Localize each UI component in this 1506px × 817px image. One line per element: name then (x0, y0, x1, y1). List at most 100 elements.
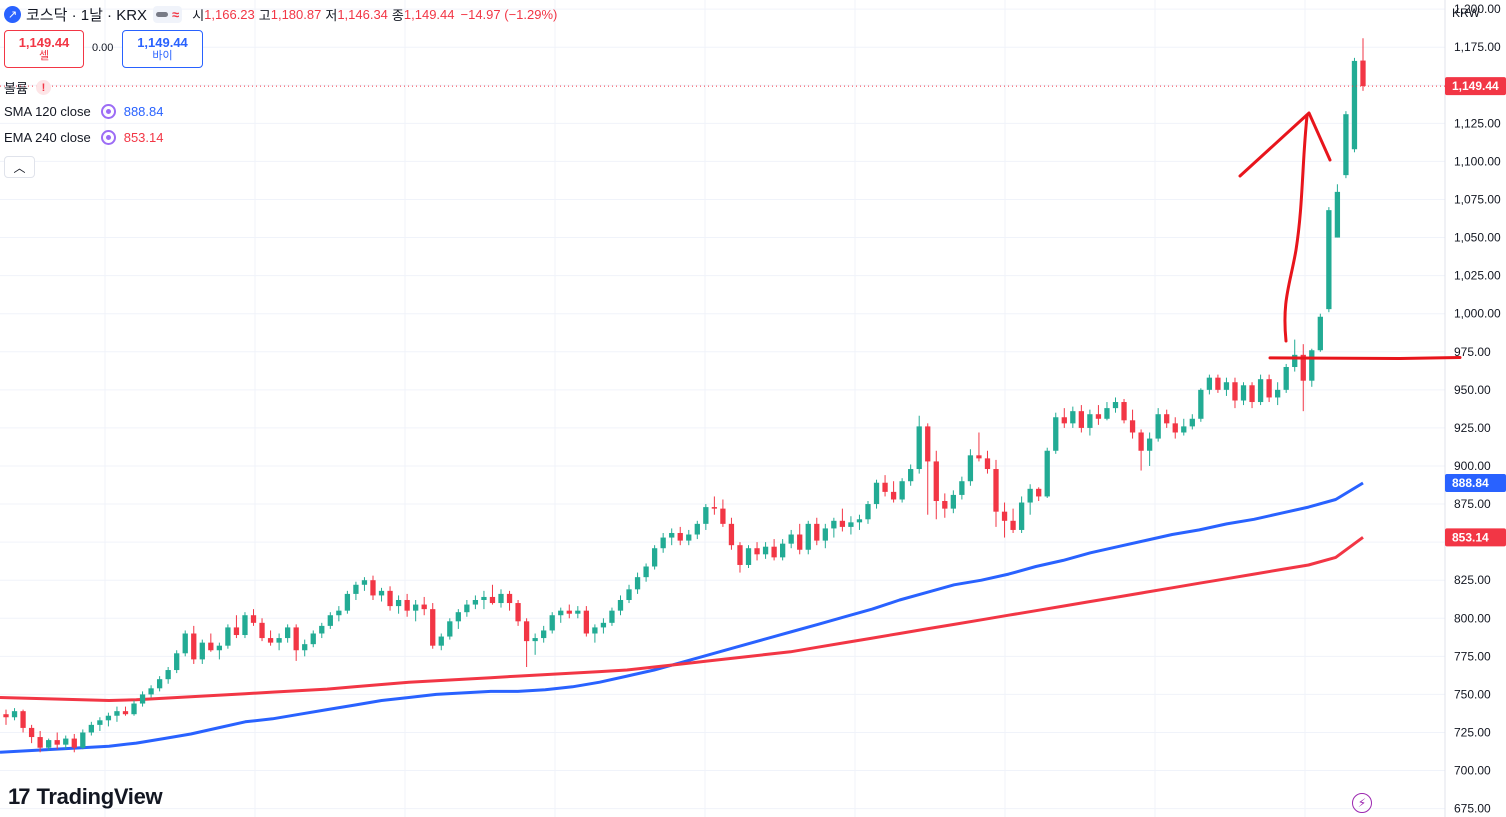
candle (942, 501, 948, 509)
candle (105, 715, 112, 721)
candle (395, 599, 402, 607)
y-tick-label: 875.00 (1454, 497, 1491, 511)
candle (1053, 417, 1059, 451)
y-tick-label: 900.00 (1454, 459, 1491, 473)
sell-price: 1,149.44 (18, 35, 70, 50)
candle (984, 458, 991, 470)
candle (643, 566, 649, 578)
candle (1129, 420, 1136, 433)
candle (1326, 210, 1332, 310)
y-tick-label: 700.00 (1454, 764, 1491, 778)
y-tick-label: 775.00 (1454, 649, 1491, 663)
spread-value: 0.00 (92, 42, 114, 54)
candle (660, 537, 666, 549)
candle (1266, 379, 1272, 398)
candle (199, 642, 205, 660)
warning-icon[interactable]: ! (35, 80, 51, 95)
candle (566, 610, 572, 614)
y-tick-label: 950.00 (1454, 383, 1491, 397)
change-value: −14.97 (−1.29%) (460, 6, 558, 22)
tradingview-logo[interactable]: 17 TradingView (8, 784, 163, 810)
candle (1121, 402, 1127, 421)
symbol-title[interactable]: 코스닥 · 1날 · KRX (26, 6, 148, 24)
candle (1095, 414, 1102, 419)
ema-indicator-row[interactable]: EMA 240 close 853.14 (4, 130, 163, 145)
candle (677, 532, 683, 541)
candle (438, 636, 444, 646)
buy-price: 1,149.44 (137, 35, 188, 50)
candle (993, 469, 999, 512)
candle (319, 625, 325, 634)
candle (276, 638, 282, 643)
candle (464, 604, 470, 613)
candle (703, 507, 709, 524)
candle (754, 548, 760, 555)
candle (1112, 402, 1119, 409)
candle (250, 615, 257, 623)
ema-line (0, 536, 1364, 702)
candle (1257, 379, 1264, 403)
sma-price-label: 888.84 (1452, 476, 1489, 490)
y-tick-label: 1,000.00 (1454, 307, 1501, 321)
candle (976, 455, 982, 459)
lightning-icon[interactable]: ⚡ (1352, 793, 1372, 813)
candle (353, 584, 359, 594)
candle (174, 653, 180, 671)
y-tick-label: 1,125.00 (1454, 116, 1501, 130)
candle (1001, 511, 1008, 521)
candle (1044, 450, 1050, 497)
candle (1360, 60, 1366, 87)
candle (413, 604, 419, 611)
low-value: 1,146.34 (337, 6, 388, 22)
candle (558, 610, 564, 616)
candle (814, 523, 820, 541)
collapse-indicators-button[interactable]: ︿ (4, 156, 35, 178)
sell-button[interactable]: 1,149.44 셀 (4, 30, 84, 68)
buy-button[interactable]: 1,149.44 바이 (122, 30, 203, 68)
candle (1070, 411, 1076, 424)
candle (609, 610, 615, 623)
candle (711, 507, 718, 509)
candle (1309, 350, 1315, 381)
candle (762, 546, 769, 555)
refresh-icon[interactable] (100, 104, 116, 119)
candle (302, 644, 308, 651)
candle (831, 520, 837, 529)
candle (865, 504, 871, 520)
refresh-icon[interactable] (100, 130, 116, 145)
y-tick-label: 725.00 (1454, 725, 1491, 739)
candle (1300, 354, 1306, 381)
sma-price-label-bg (1445, 473, 1506, 492)
candle (327, 615, 333, 626)
market-status-pill[interactable]: ≈ (153, 5, 183, 23)
support-line-annotation (1268, 355, 1462, 360)
candle (165, 670, 171, 680)
candle (336, 610, 342, 616)
candle (20, 711, 26, 728)
y-tick-label: 1,025.00 (1454, 269, 1501, 283)
candle (882, 482, 888, 492)
currency-label[interactable]: KRW (1452, 6, 1480, 20)
candle (890, 491, 897, 500)
candle (805, 523, 811, 550)
candle (626, 589, 632, 600)
candle (430, 609, 436, 646)
sma-indicator-row[interactable]: SMA 120 close 888.84 (4, 104, 163, 119)
candle (1036, 488, 1042, 497)
y-tick-label: 975.00 (1454, 345, 1491, 359)
volume-indicator-row[interactable]: 볼륨 ! (4, 78, 51, 97)
candle (1198, 389, 1204, 419)
candle (293, 627, 299, 651)
candle (284, 627, 291, 639)
candle (583, 610, 589, 634)
candle (148, 688, 154, 695)
candle (387, 590, 393, 607)
candle (122, 711, 129, 715)
candle (771, 546, 777, 558)
candle (37, 737, 43, 748)
candle (1172, 423, 1178, 433)
candle (310, 633, 316, 645)
candle (694, 523, 700, 535)
candle (1010, 520, 1016, 530)
